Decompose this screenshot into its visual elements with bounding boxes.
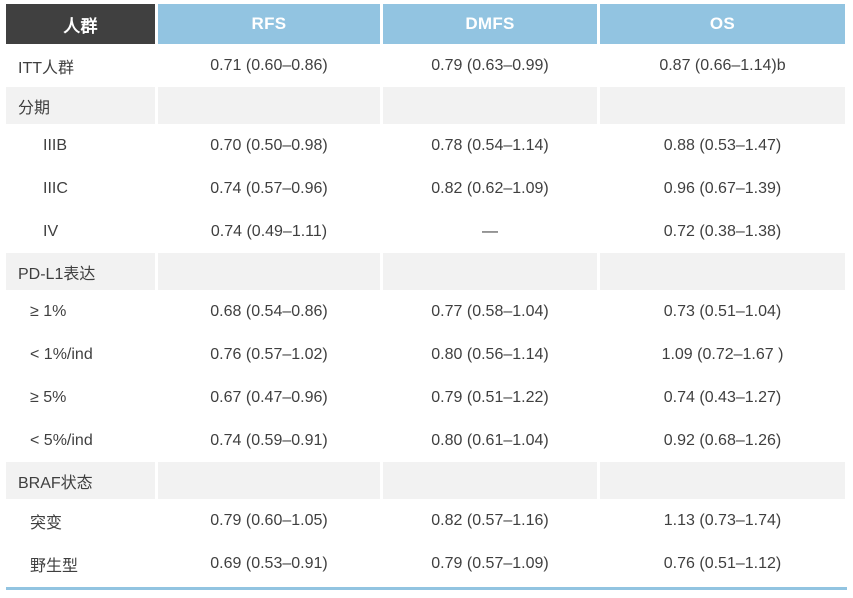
dmfs-value-cell: 0.79 (0.51–1.22) (383, 376, 597, 419)
column-header-population: 人群 (6, 4, 155, 44)
os-value-cell: 0.73 (0.51–1.04) (600, 290, 845, 333)
table-row: 突变 0.79 (0.60–1.05) 0.82 (0.57–1.16) 1.13 (… (6, 499, 845, 542)
section-empty-cell (600, 87, 845, 124)
table-body: ITT人群 0.71 (0.60–0.86) 0.79 (0.63–0.99) 0.8… (6, 44, 845, 585)
section-label: BRAF状态 (6, 462, 155, 499)
table-row: 野生型 0.69 (0.53–0.91) 0.79 (0.57–1.09) 0.76 … (6, 542, 845, 585)
section-label: 分期 (6, 87, 155, 124)
row-label: ≥ 5% (6, 376, 155, 419)
rfs-value-cell: 0.74 (0.49–1.11) (158, 210, 380, 253)
rfs-value-cell: 0.74 (0.57–0.96) (158, 167, 380, 210)
rfs-value-cell: 0.69 (0.53–0.91) (158, 542, 380, 585)
row-label: IIIB (6, 124, 155, 167)
table-row: IIIB 0.70 (0.50–0.98) 0.78 (0.54–1.14) 0.88… (6, 124, 845, 167)
table-row: < 1%/ind 0.76 (0.57–1.02) 0.80 (0.56–1.14)… (6, 333, 845, 376)
section-row: PD-L1表达 (6, 253, 845, 290)
column-header-os: OS (600, 4, 845, 44)
dmfs-value-cell: 0.79 (0.63–0.99) (383, 44, 597, 87)
row-label: ITT人群 (6, 44, 155, 87)
rfs-value-cell: 0.68 (0.54–0.86) (158, 290, 380, 333)
table-row: < 5%/ind 0.74 (0.59–0.91) 0.80 (0.61–1.04)… (6, 419, 845, 462)
bottom-border-rule (6, 587, 847, 590)
os-value-cell: 0.92 (0.68–1.26) (600, 419, 845, 462)
dmfs-value-cell: 0.78 (0.54–1.14) (383, 124, 597, 167)
section-empty-cell (383, 253, 597, 290)
os-value-cell: 1.09 (0.72–1.67 ) (600, 333, 845, 376)
os-value-cell: 0.87 (0.66–1.14)b (600, 44, 845, 87)
rfs-value-cell: 0.79 (0.60–1.05) (158, 499, 380, 542)
os-value-cell: 0.88 (0.53–1.47) (600, 124, 845, 167)
section-row: 分期 (6, 87, 845, 124)
table-row: ITT人群 0.71 (0.60–0.86) 0.79 (0.63–0.99) 0.8… (6, 44, 845, 87)
dmfs-value-cell: 0.80 (0.61–1.04) (383, 419, 597, 462)
row-label: 突变 (6, 499, 155, 542)
row-label: ≥ 1% (6, 290, 155, 333)
os-value-cell: 0.96 (0.67–1.39) (600, 167, 845, 210)
dmfs-value-cell: — (383, 210, 597, 253)
os-value-cell: 0.72 (0.38–1.38) (600, 210, 845, 253)
section-empty-cell (383, 462, 597, 499)
row-label: IIIC (6, 167, 155, 210)
os-value-cell: 0.76 (0.51–1.12) (600, 542, 845, 585)
dmfs-value-cell: 0.79 (0.57–1.09) (383, 542, 597, 585)
table-row: IIIC 0.74 (0.57–0.96) 0.82 (0.62–1.09) 0.96… (6, 167, 845, 210)
hazard-ratio-table: 人群 RFS DMFS OS ITT人群 0.71 (0.60–0.86) 0.79… (6, 4, 845, 585)
dmfs-value-cell: 0.82 (0.57–1.16) (383, 499, 597, 542)
row-label: IV (6, 210, 155, 253)
section-empty-cell (383, 87, 597, 124)
row-label: < 5%/ind (6, 419, 155, 462)
section-empty-cell (600, 462, 845, 499)
dmfs-value-cell: 0.82 (0.62–1.09) (383, 167, 597, 210)
table-header-row: 人群 RFS DMFS OS (6, 4, 845, 44)
dmfs-value-cell: 0.80 (0.56–1.14) (383, 333, 597, 376)
rfs-value-cell: 0.71 (0.60–0.86) (158, 44, 380, 87)
dmfs-value-cell: 0.77 (0.58–1.04) (383, 290, 597, 333)
rfs-value-cell: 0.70 (0.50–0.98) (158, 124, 380, 167)
os-value-cell: 0.74 (0.43–1.27) (600, 376, 845, 419)
table-row: IV 0.74 (0.49–1.11) —0.72 (0.38–1.38) (6, 210, 845, 253)
rfs-value-cell: 0.67 (0.47–0.96) (158, 376, 380, 419)
rfs-value-cell: 0.76 (0.57–1.02) (158, 333, 380, 376)
section-label: PD-L1表达 (6, 253, 155, 290)
section-empty-cell (158, 87, 380, 124)
row-label: < 1%/ind (6, 333, 155, 376)
table-row: ≥ 5% 0.67 (0.47–0.96) 0.79 (0.51–1.22) 0.74… (6, 376, 845, 419)
column-header-rfs: RFS (158, 4, 380, 44)
section-row: BRAF状态 (6, 462, 845, 499)
column-header-dmfs: DMFS (383, 4, 597, 44)
section-empty-cell (600, 253, 845, 290)
row-label: 野生型 (6, 542, 155, 585)
table-row: ≥ 1% 0.68 (0.54–0.86) 0.77 (0.58–1.04) 0.73… (6, 290, 845, 333)
os-value-cell: 1.13 (0.73–1.74) (600, 499, 845, 542)
rfs-value-cell: 0.74 (0.59–0.91) (158, 419, 380, 462)
section-empty-cell (158, 253, 380, 290)
section-empty-cell (158, 462, 380, 499)
